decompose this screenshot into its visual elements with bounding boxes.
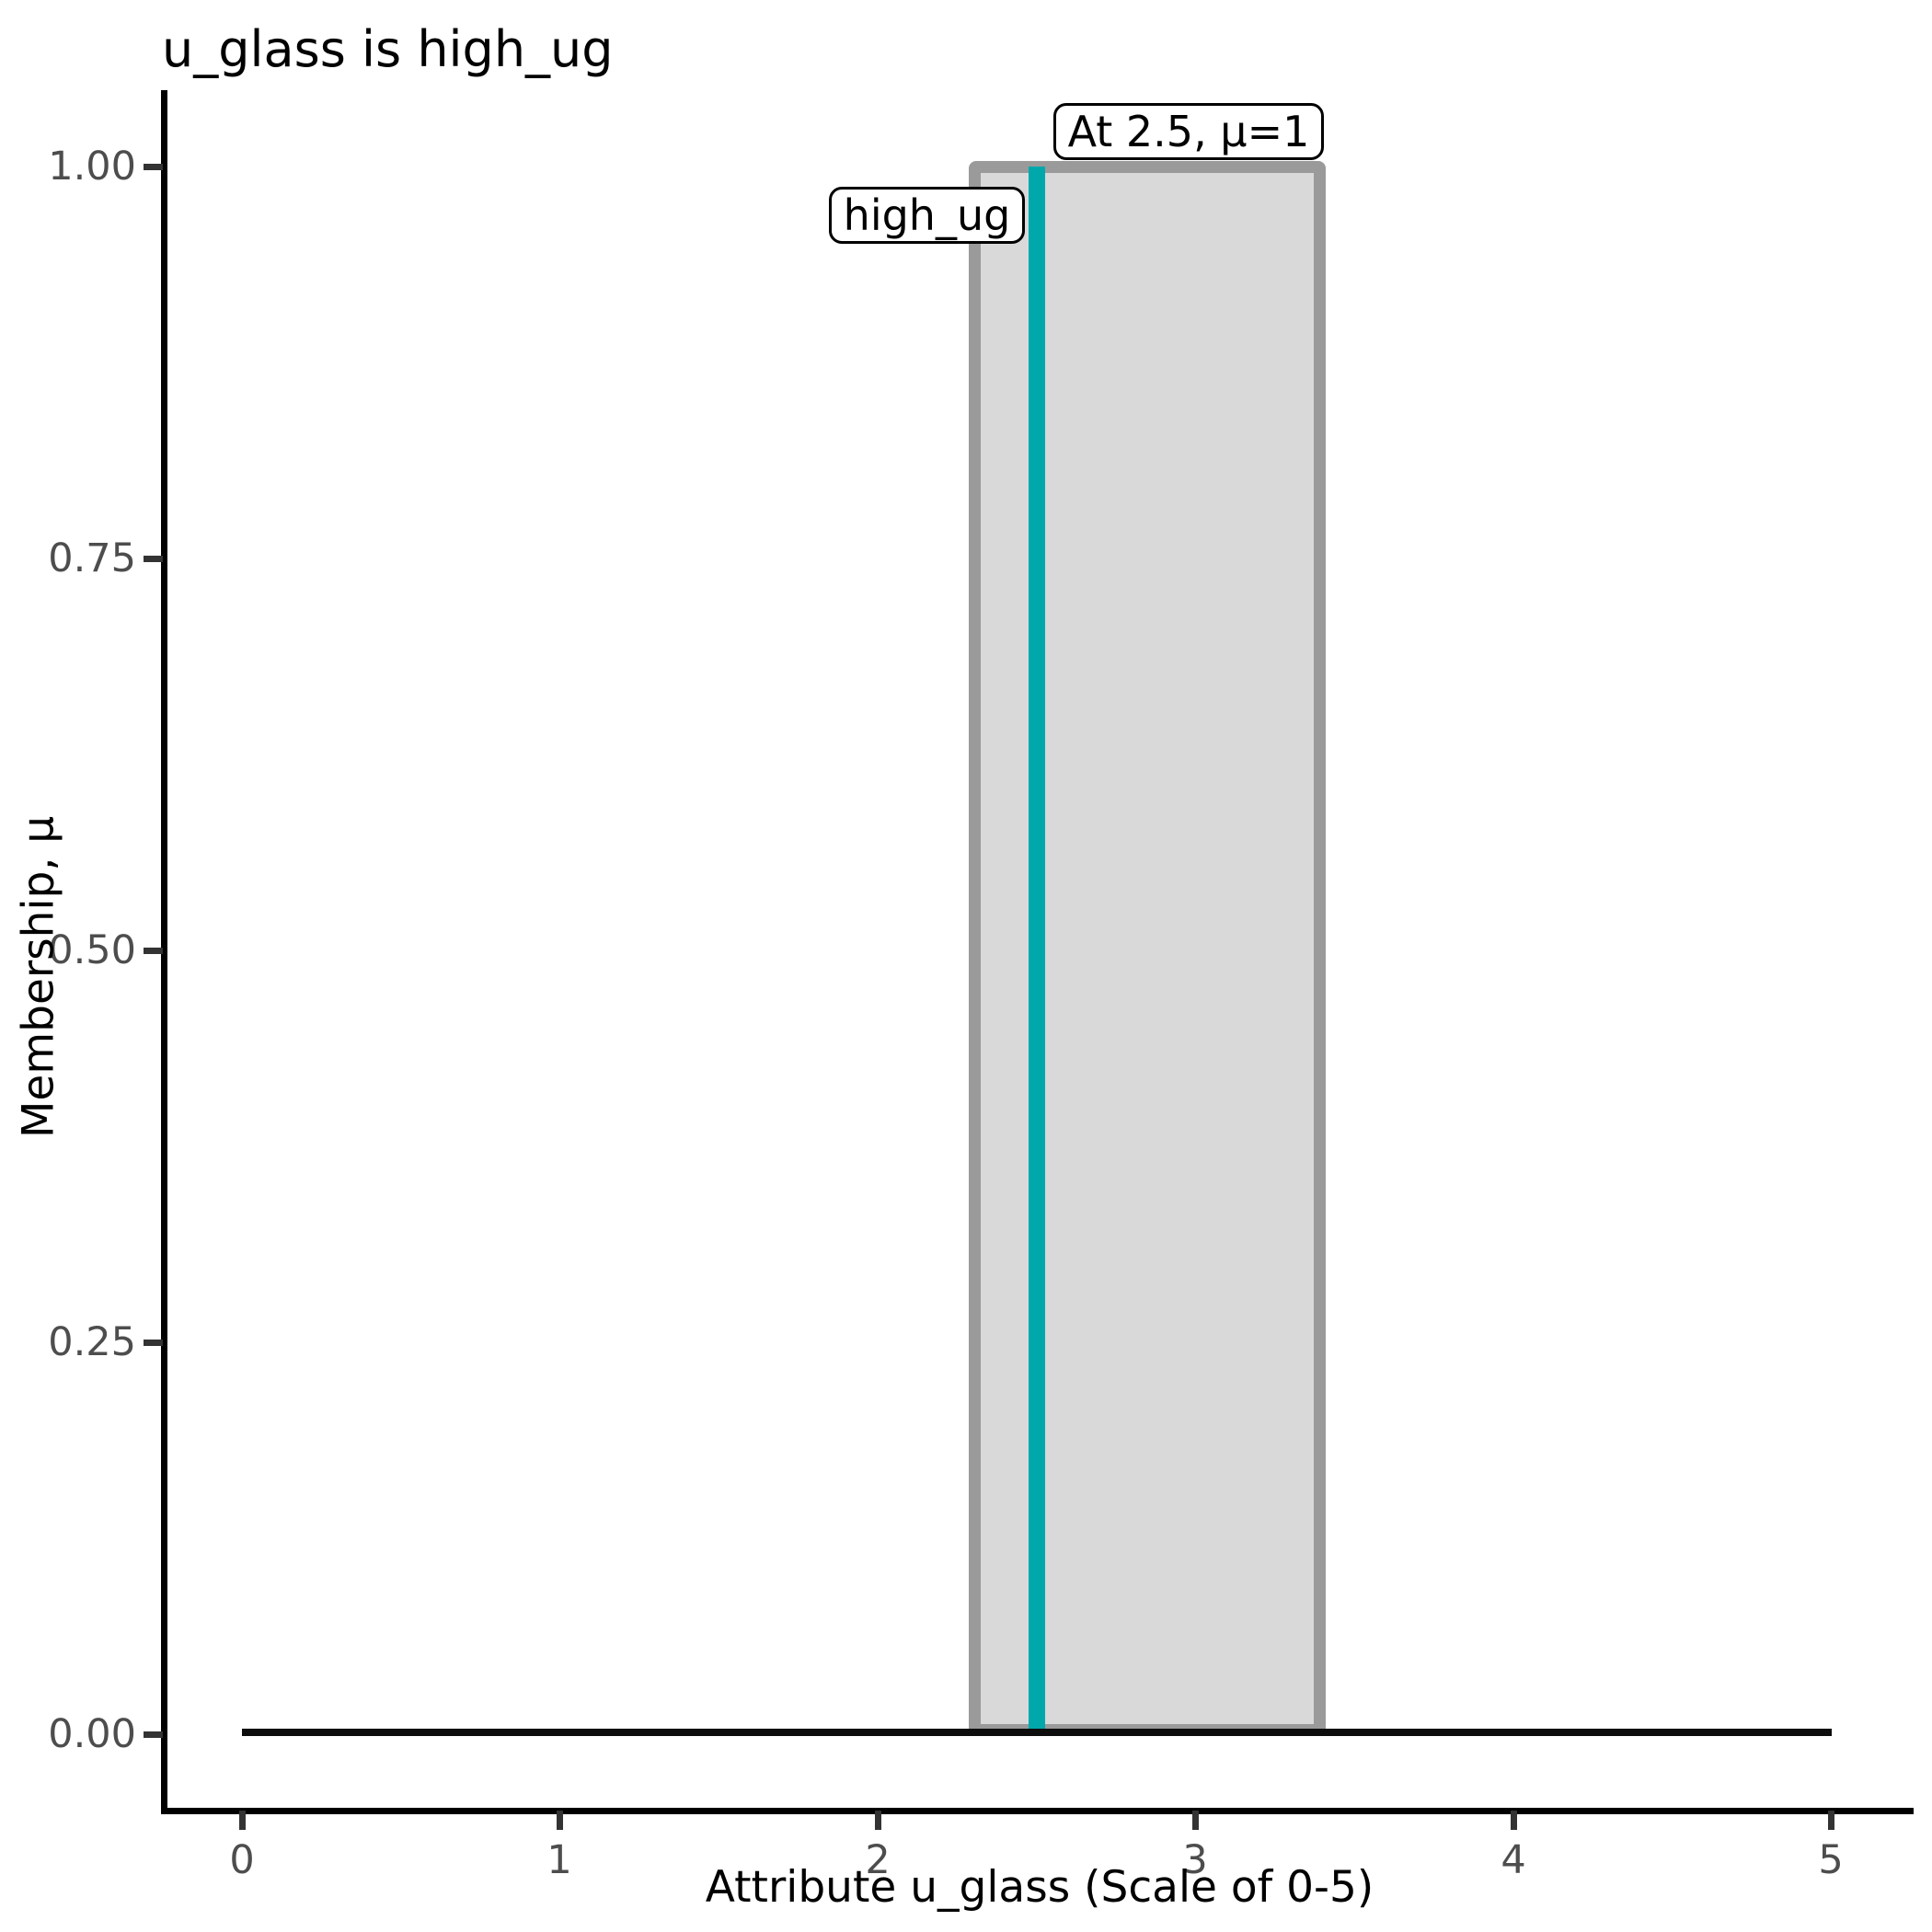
- y-tick-label: 0.50: [48, 927, 136, 973]
- x-tick-1: [557, 1811, 563, 1830]
- chart-title: u_glass is high_ug: [162, 20, 614, 78]
- x-tick-label: 4: [1501, 1837, 1526, 1883]
- x-tick-2: [875, 1811, 881, 1830]
- y-tick-label: 0.75: [48, 535, 136, 581]
- y-tick-0.50: [144, 948, 163, 954]
- y-tick-1.00: [144, 164, 163, 170]
- y-tick-label: 0.25: [48, 1319, 136, 1365]
- x-tick-4: [1511, 1811, 1517, 1830]
- set-label-high-ug: high_ug: [829, 187, 1025, 244]
- x-tick-label: 3: [1182, 1837, 1208, 1883]
- x-tick-0: [239, 1811, 246, 1830]
- y-axis-line: [161, 90, 167, 1814]
- x-tick-5: [1828, 1811, 1834, 1830]
- y-tick-label: 0.00: [48, 1711, 136, 1757]
- point-label-at-2-5: At 2.5, μ=1: [1053, 103, 1324, 160]
- y-tick-0.75: [144, 556, 163, 562]
- membership-area-high-ug: [969, 161, 1326, 1736]
- y-tick-0.00: [144, 1731, 163, 1738]
- evaluation-vline-2-5: [1029, 167, 1045, 1735]
- x-tick-label: 1: [546, 1837, 572, 1883]
- x-axis-title: Attribute u_glass (Scale of 0-5): [705, 1862, 1374, 1913]
- x-tick-label: 5: [1818, 1837, 1844, 1883]
- x-tick-3: [1192, 1811, 1199, 1830]
- x-tick-label: 0: [229, 1837, 255, 1883]
- y-tick-0.25: [144, 1340, 163, 1346]
- y-tick-label: 1.00: [48, 144, 136, 190]
- x-axis-line: [161, 1808, 1914, 1814]
- y-axis-title: Membership, μ: [13, 815, 64, 1139]
- zero-membership-baseline: [242, 1729, 1832, 1736]
- x-tick-label: 2: [865, 1837, 891, 1883]
